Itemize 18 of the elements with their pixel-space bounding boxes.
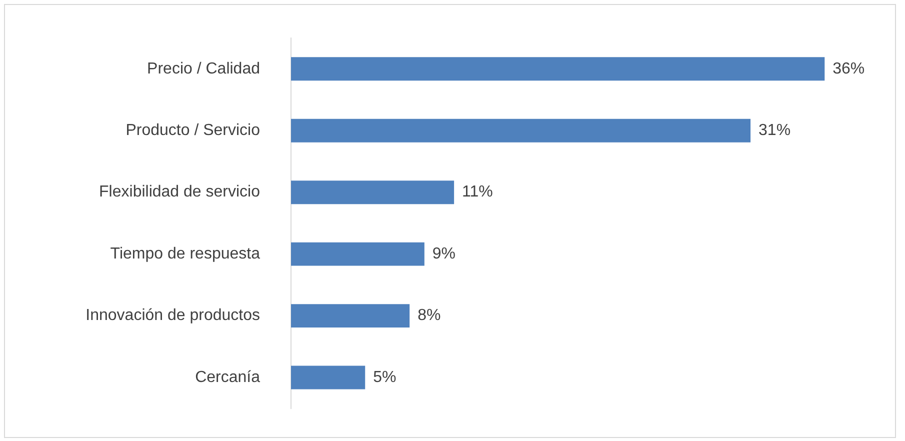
data-label: 11% [462, 184, 493, 201]
y-tick-label: Producto / Servicio [126, 122, 260, 140]
y-tick-label: Innovación de productos [86, 307, 260, 324]
data-label: 31% [758, 122, 791, 140]
data-label: 8% [418, 307, 441, 324]
bar [291, 180, 454, 204]
bar [291, 304, 410, 328]
data-label: 5% [373, 368, 396, 386]
bar [291, 57, 825, 81]
y-tick-label: Cercanía [195, 368, 260, 386]
data-label: 9% [432, 245, 456, 262]
data-label: 36% [832, 60, 865, 78]
bar [291, 118, 751, 142]
y-tick-label: Tiempo de respuesta [110, 245, 260, 262]
bar [291, 366, 366, 390]
bar [291, 242, 424, 266]
y-tick-label: Flexibilidad de servicio [99, 184, 260, 201]
y-tick-label: Precio / Calidad [147, 60, 260, 78]
